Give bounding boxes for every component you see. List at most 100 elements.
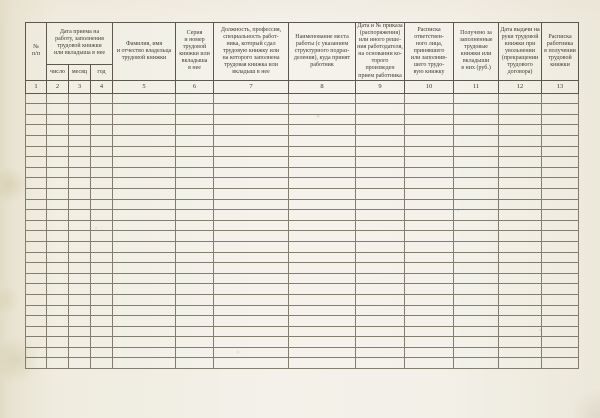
- empty-cell: [453, 166, 500, 179]
- column-number: 5: [112, 79, 177, 94]
- empty-cell: [355, 325, 406, 338]
- empty-cell: [498, 166, 543, 179]
- empty-cell: [453, 240, 500, 253]
- empty-cell: [404, 325, 455, 338]
- empty-cell: [89, 103, 114, 115]
- empty-cell: [68, 219, 91, 232]
- empty-cell: [404, 283, 455, 295]
- table-row: [25, 272, 580, 285]
- empty-cell: [25, 187, 47, 200]
- empty-cell: [89, 113, 114, 126]
- empty-cell: [68, 272, 91, 285]
- empty-cell: [112, 145, 177, 158]
- table-row: [25, 283, 580, 295]
- empty-cell: [404, 293, 455, 306]
- empty-cell: [112, 325, 177, 338]
- empty-cell: [68, 177, 91, 189]
- empty-cell: [213, 156, 290, 168]
- col-header-month: месяц: [68, 63, 91, 81]
- empty-cell: [498, 304, 543, 317]
- empty-cell: [453, 293, 500, 306]
- empty-cell: [213, 346, 290, 359]
- empty-cell: [175, 156, 215, 168]
- empty-cell: [453, 262, 500, 274]
- empty-cell: [68, 262, 91, 274]
- empty-cell: [46, 304, 69, 317]
- empty-cell: [89, 92, 114, 105]
- column-number: 6: [175, 79, 215, 94]
- column-number: 7: [213, 79, 290, 94]
- empty-cell: [404, 177, 455, 189]
- table-row: [25, 219, 580, 232]
- empty-cell: [288, 304, 357, 317]
- empty-cell: [404, 262, 455, 274]
- empty-cell: [175, 336, 215, 348]
- column-number: 2: [46, 79, 69, 94]
- empty-cell: [355, 198, 406, 211]
- empty-cell: [175, 135, 215, 147]
- empty-cell: [46, 315, 69, 327]
- empty-cell: [541, 124, 580, 136]
- empty-cell: [355, 219, 406, 232]
- empty-cell: [355, 92, 406, 105]
- empty-cell: [453, 251, 500, 264]
- empty-cell: [213, 293, 290, 306]
- empty-cell: [541, 230, 580, 242]
- empty-cell: [46, 283, 69, 295]
- empty-cell: [541, 198, 580, 211]
- empty-cell: [112, 156, 177, 168]
- empty-cell: [355, 251, 406, 264]
- empty-cell: [46, 240, 69, 253]
- empty-cell: [112, 293, 177, 306]
- empty-cell: [355, 156, 406, 168]
- table-row: [25, 187, 580, 200]
- empty-cell: [25, 124, 47, 136]
- table-row: [25, 156, 580, 168]
- empty-cell: [112, 113, 177, 126]
- empty-cell: [541, 113, 580, 126]
- empty-cell: [213, 103, 290, 115]
- empty-cell: [68, 145, 91, 158]
- table-row: [25, 346, 580, 359]
- empty-cell: [89, 272, 114, 285]
- empty-cell: [25, 198, 47, 211]
- empty-cell: [453, 145, 500, 158]
- table-row: [25, 230, 580, 242]
- empty-cell: [288, 325, 357, 338]
- empty-cell: [355, 166, 406, 179]
- empty-cell: [112, 230, 177, 242]
- empty-cell: [288, 283, 357, 295]
- empty-cell: [89, 177, 114, 189]
- empty-cell: [213, 240, 290, 253]
- empty-cell: [288, 166, 357, 179]
- empty-cell: [89, 346, 114, 359]
- empty-cell: [89, 135, 114, 147]
- empty-cell: [89, 219, 114, 232]
- empty-cell: [541, 325, 580, 338]
- table-row: [25, 251, 580, 264]
- empty-cell: [213, 262, 290, 274]
- empty-cell: [112, 92, 177, 105]
- empty-cell: [288, 103, 357, 115]
- empty-cell: [453, 198, 500, 211]
- empty-cell: [46, 230, 69, 242]
- empty-cell: [288, 135, 357, 147]
- empty-cell: [175, 283, 215, 295]
- empty-cell: [68, 293, 91, 306]
- empty-cell: [68, 187, 91, 200]
- column-number: 1: [25, 79, 47, 94]
- empty-cell: [25, 166, 47, 179]
- column-number: 10: [404, 79, 455, 94]
- empty-cell: [89, 315, 114, 327]
- empty-cell: [541, 262, 580, 274]
- empty-cell: [541, 272, 580, 285]
- empty-cell: [175, 145, 215, 158]
- empty-cell: [213, 166, 290, 179]
- empty-cell: [68, 346, 91, 359]
- header-row-main: № п/п Дата приема на работу, заполнения …: [25, 22, 580, 81]
- empty-cell: [498, 103, 543, 115]
- empty-cell: [404, 304, 455, 317]
- column-number: 4: [89, 79, 114, 94]
- empty-cell: [175, 209, 215, 221]
- table-row: [25, 293, 580, 306]
